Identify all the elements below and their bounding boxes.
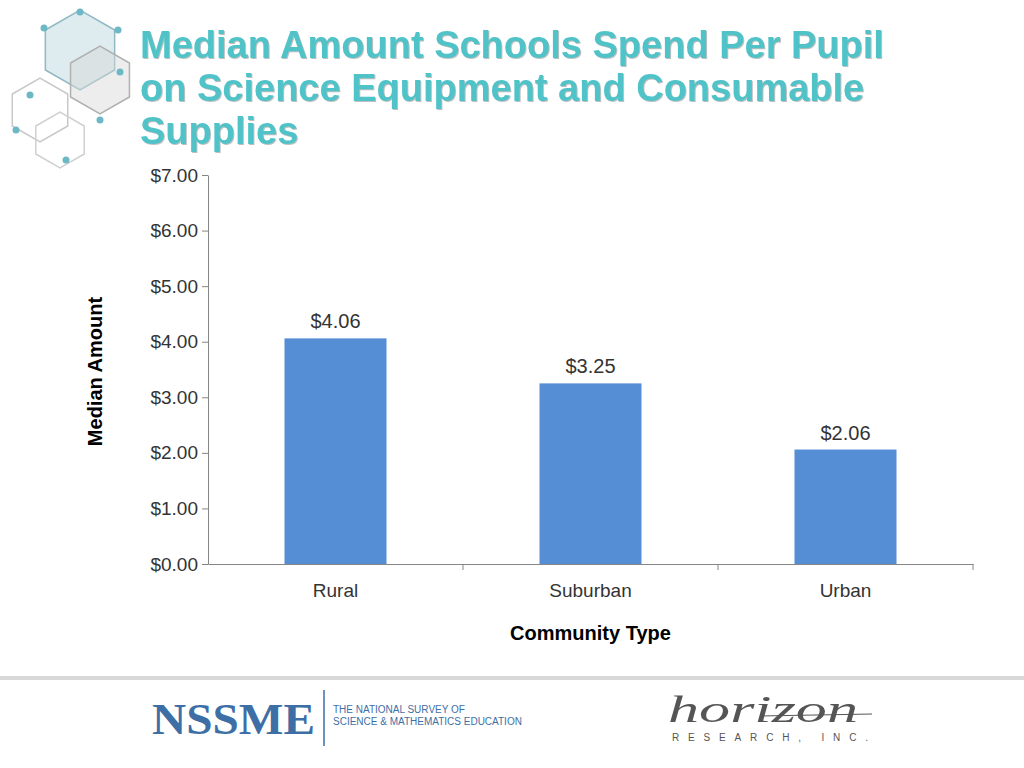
category-separator bbox=[718, 564, 719, 570]
y-tick-label: $3.00 bbox=[150, 387, 198, 408]
left-logo-text: THE NATIONAL SURVEY OF bbox=[333, 704, 465, 715]
y-tick-mark bbox=[202, 286, 208, 287]
x-axis-title: Community Type bbox=[510, 622, 671, 644]
x-tick: Suburban bbox=[549, 580, 631, 601]
x-tick: Rural bbox=[313, 580, 358, 601]
decoration-dot bbox=[77, 9, 84, 16]
decoration bbox=[12, 9, 129, 169]
y-tick: $5.00 bbox=[150, 276, 208, 297]
decoration-hexagon bbox=[71, 46, 130, 114]
y-tick-label: $5.00 bbox=[150, 276, 198, 297]
footer: NSSME THE NATIONAL SURVEY OFSCIENCE & MAT… bbox=[0, 676, 1024, 746]
data-label: $4.06 bbox=[310, 310, 360, 332]
left-logo: NSSME bbox=[152, 695, 315, 744]
y-tick: $6.00 bbox=[150, 220, 208, 241]
y-tick-mark bbox=[202, 564, 208, 565]
y-tick: $3.00 bbox=[150, 387, 208, 408]
x-tick-label: Urban bbox=[820, 580, 872, 601]
y-tick-mark bbox=[202, 231, 208, 232]
y-tick: $2.00 bbox=[150, 442, 208, 463]
y-tick-label: $1.00 bbox=[150, 498, 198, 519]
x-axis-line bbox=[209, 564, 974, 565]
y-tick-mark bbox=[202, 508, 208, 509]
y-tick: $7.00 bbox=[150, 165, 208, 186]
right-logo-text: RESEARCH, INC. bbox=[672, 732, 868, 743]
x-tick-label: Rural bbox=[313, 580, 358, 601]
data-label: $3.25 bbox=[565, 355, 615, 377]
decoration-hexagon bbox=[12, 78, 67, 142]
y-tick-label: $2.00 bbox=[150, 442, 198, 463]
y-tick-label: $0.00 bbox=[150, 554, 198, 575]
y-tick-label: $6.00 bbox=[150, 220, 198, 241]
title-line: on Science Equipment and Consumable bbox=[140, 67, 864, 109]
bar bbox=[540, 383, 642, 564]
bar bbox=[795, 450, 897, 564]
decoration-dot bbox=[27, 92, 34, 99]
decoration-dot bbox=[41, 25, 48, 32]
y-axis-line bbox=[208, 176, 209, 565]
decoration-dot bbox=[13, 127, 20, 134]
left-logo-text: SCIENCE & MATHEMATICS EDUCATION bbox=[333, 716, 522, 727]
y-tick-mark bbox=[202, 175, 208, 176]
chart: Median Amount Schools Spend Per Pupilon … bbox=[0, 0, 1024, 768]
bar bbox=[285, 338, 387, 564]
decoration-hexagon bbox=[36, 112, 84, 168]
decoration-dot bbox=[117, 69, 124, 76]
y-tick-mark bbox=[202, 397, 208, 398]
title-line: Supplies bbox=[140, 110, 298, 152]
x-tick: Urban bbox=[820, 580, 872, 601]
y-axis: $0.00 $1.00 $2.00 $3.00 $4.00 $5.00 $6.00 $7.00 bbox=[150, 165, 208, 575]
y-axis-title: Median Amount bbox=[84, 297, 106, 447]
data-label: $2.06 bbox=[820, 422, 870, 444]
title-line: Median Amount Schools Spend Per Pupil bbox=[140, 24, 884, 66]
right-logo-underline bbox=[760, 714, 872, 716]
y-tick: $0.00 bbox=[150, 554, 208, 575]
x-axis: Rural Suburban Urban bbox=[209, 564, 974, 601]
decoration-dot bbox=[97, 117, 104, 124]
y-tick-mark bbox=[202, 342, 208, 343]
category-separator bbox=[463, 564, 464, 570]
y-tick: $4.00 bbox=[150, 331, 208, 352]
bars bbox=[285, 338, 897, 564]
logo-divider bbox=[323, 690, 325, 746]
decoration-dot bbox=[115, 27, 122, 34]
category-separator bbox=[973, 564, 974, 570]
y-tick-label: $4.00 bbox=[150, 331, 198, 352]
y-tick-mark bbox=[202, 453, 208, 454]
y-tick-label: $7.00 bbox=[150, 165, 198, 186]
right-logo: horizon bbox=[668, 688, 858, 730]
footer-rule bbox=[0, 676, 1024, 680]
x-tick-label: Suburban bbox=[549, 580, 631, 601]
y-tick: $1.00 bbox=[150, 498, 208, 519]
decoration-dot bbox=[63, 157, 70, 164]
title: Median Amount Schools Spend Per Pupilon … bbox=[140, 24, 884, 152]
data-labels: $4.06 $3.25 $2.06 bbox=[310, 310, 870, 443]
